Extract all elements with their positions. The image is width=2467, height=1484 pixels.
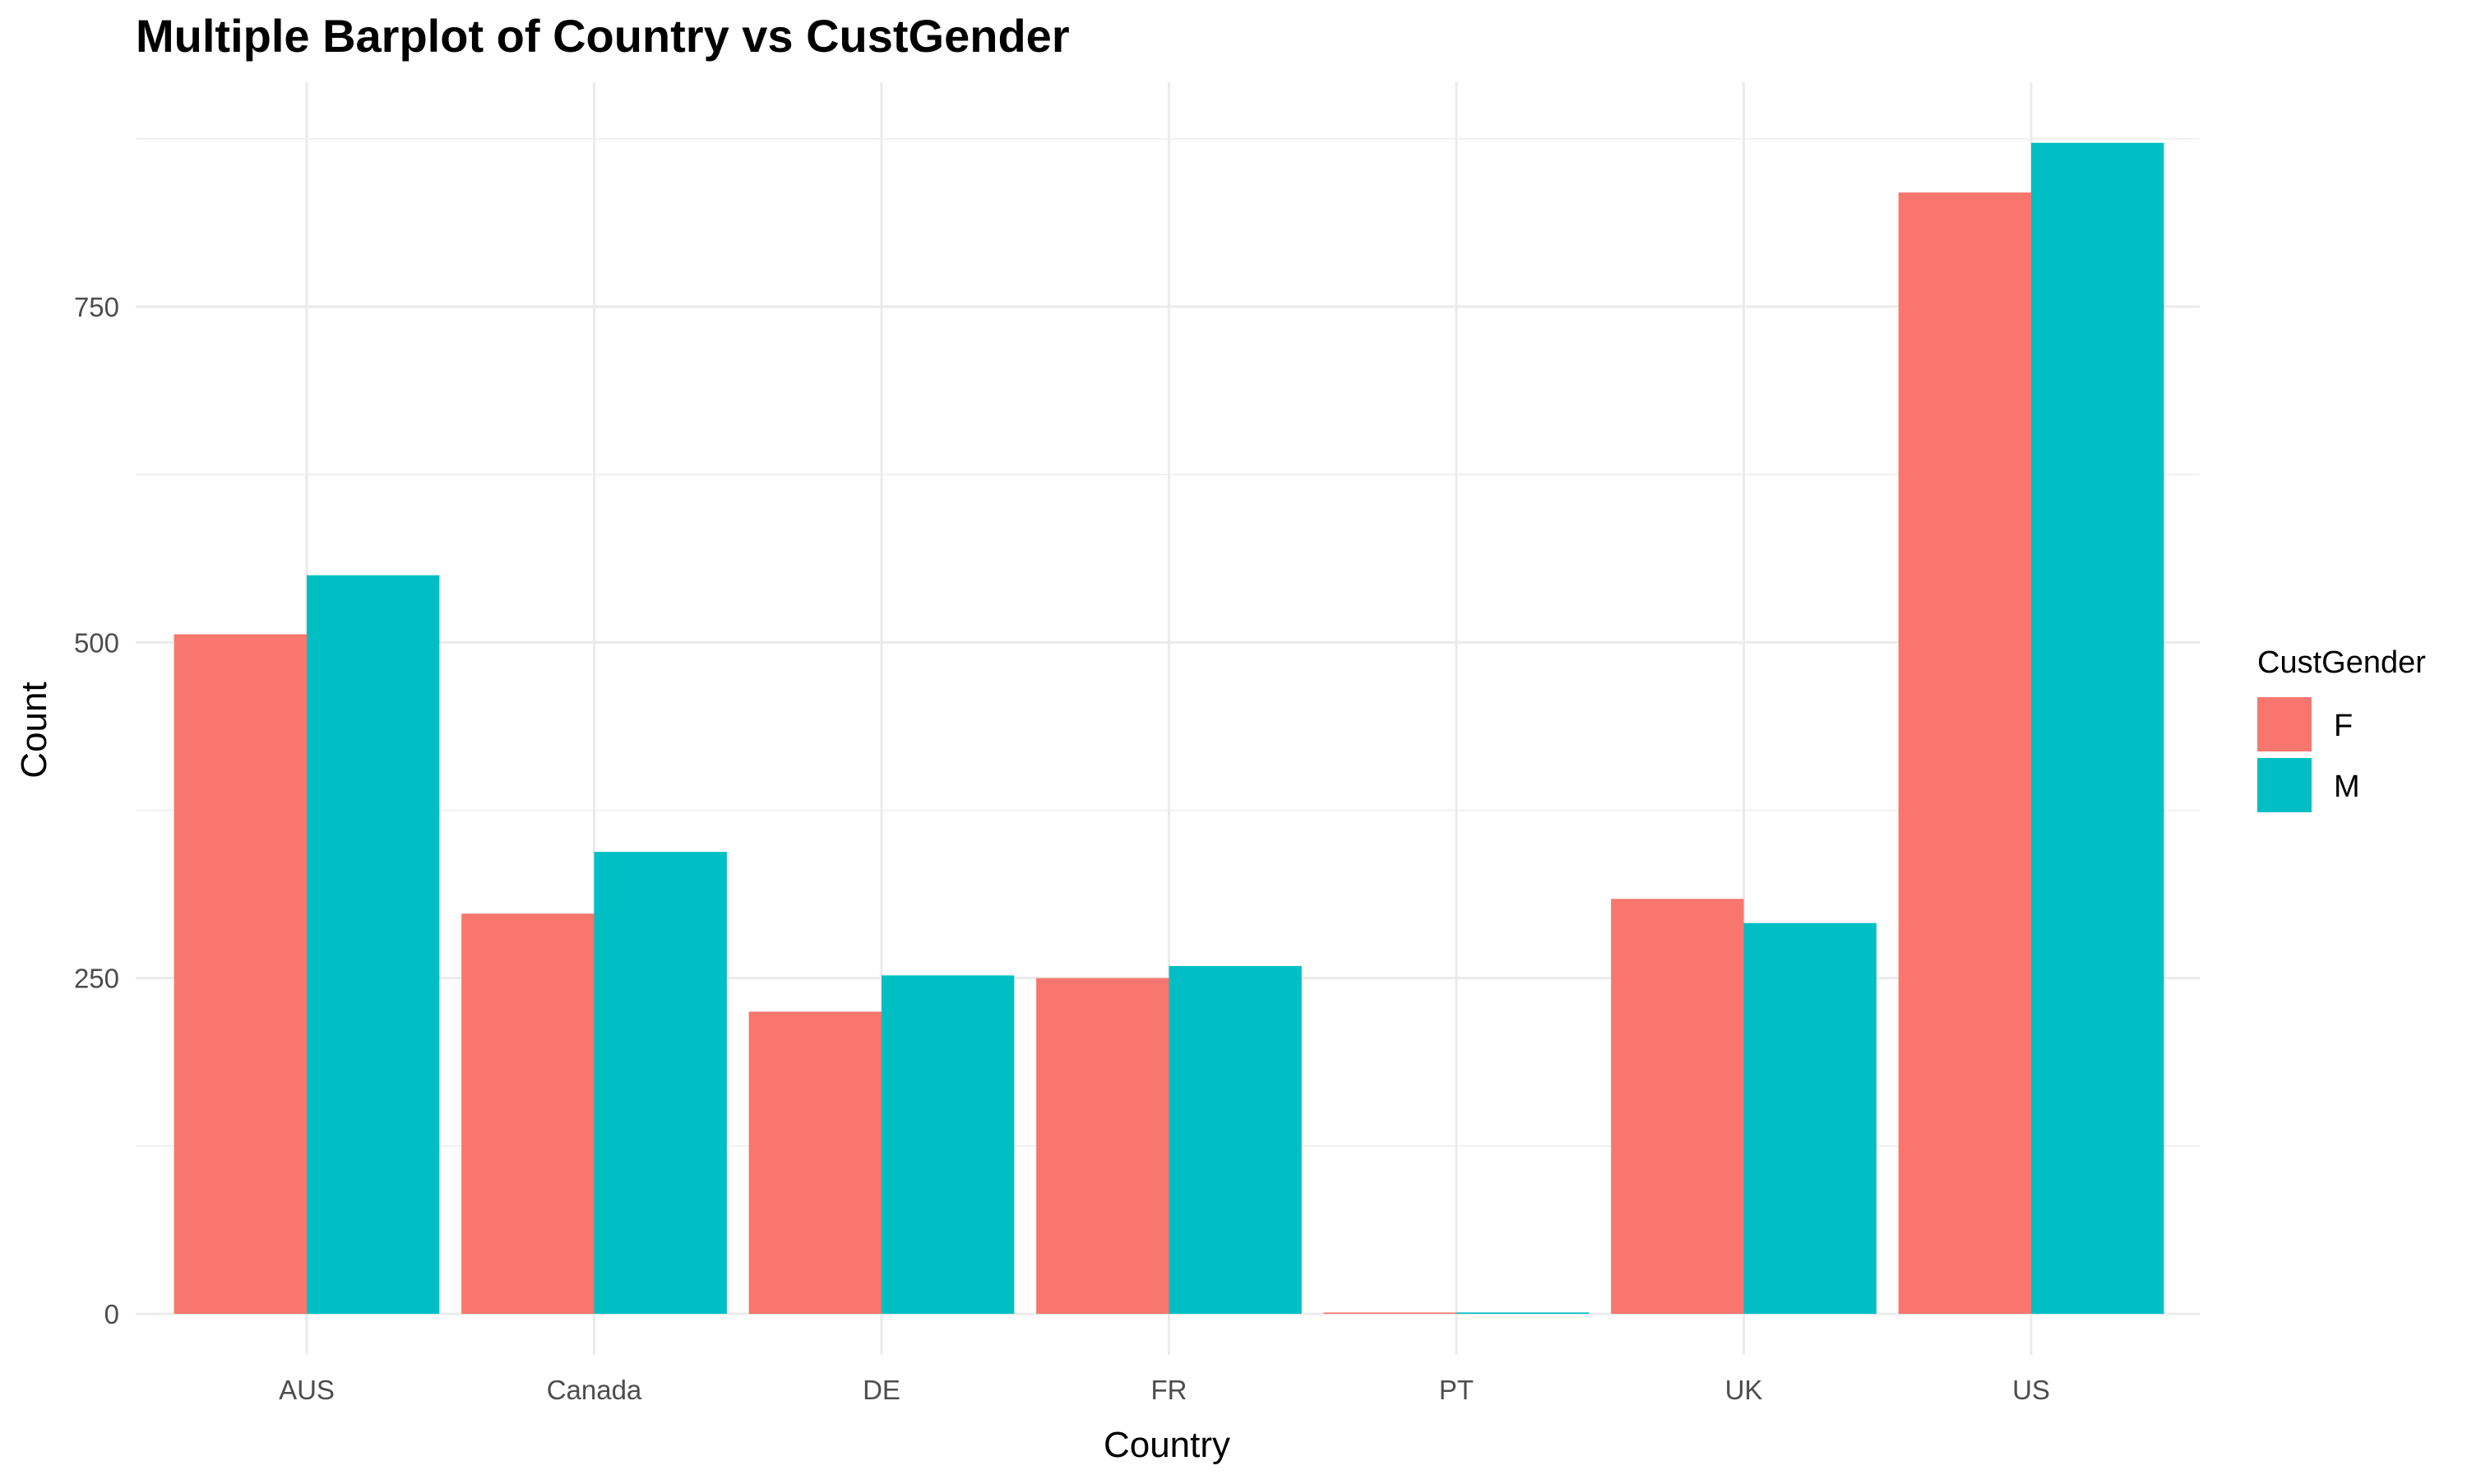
x-axis-title: Country bbox=[1104, 1425, 1230, 1465]
bar-f-aus bbox=[174, 634, 307, 1314]
y-tick-label: 0 bbox=[104, 1299, 119, 1329]
x-tick-label: UK bbox=[1725, 1375, 1763, 1405]
x-tick-label: PT bbox=[1439, 1375, 1474, 1405]
x-tick-label: DE bbox=[863, 1375, 900, 1405]
x-tick-label: FR bbox=[1151, 1375, 1187, 1405]
bars bbox=[174, 142, 2164, 1315]
bar-f-fr bbox=[1036, 978, 1169, 1314]
bar-m-uk bbox=[1743, 922, 1877, 1314]
bar-m-pt bbox=[1456, 1312, 1590, 1314]
legend-title: CustGender bbox=[2257, 645, 2426, 680]
bar-m-de bbox=[882, 975, 1015, 1314]
legend-swatch-f bbox=[2257, 697, 2312, 751]
bar-m-aus bbox=[307, 575, 440, 1314]
bar-f-pt bbox=[1323, 1312, 1456, 1314]
y-tick-label: 500 bbox=[74, 627, 119, 658]
x-tick-label: AUS bbox=[279, 1375, 335, 1405]
y-axis-ticks: 0 250 500 750 bbox=[74, 292, 119, 1329]
bar-f-canada bbox=[461, 913, 595, 1314]
y-axis-title: Count bbox=[14, 682, 54, 778]
bar-f-uk bbox=[1611, 899, 1744, 1314]
bar-m-canada bbox=[594, 852, 727, 1314]
bar-f-us bbox=[1898, 192, 2031, 1315]
bar-f-de bbox=[748, 1011, 882, 1314]
x-tick-label: Canada bbox=[547, 1375, 642, 1405]
bar-m-us bbox=[2031, 142, 2164, 1314]
legend: CustGender FM bbox=[2257, 645, 2426, 812]
x-axis-ticks: AUS Canada DE FR PT UK US bbox=[279, 1375, 2050, 1405]
legend-label-f: F bbox=[2334, 709, 2353, 743]
legend-items: FM bbox=[2257, 697, 2360, 812]
y-tick-label: 250 bbox=[74, 964, 119, 994]
y-tick-label: 750 bbox=[74, 292, 119, 322]
legend-swatch-m bbox=[2257, 758, 2312, 812]
legend-label-m: M bbox=[2334, 770, 2360, 804]
bar-m-fr bbox=[1169, 965, 1302, 1314]
x-tick-label: US bbox=[2012, 1375, 2050, 1405]
chart-title: Multiple Barplot of Country vs CustGende… bbox=[136, 10, 1070, 62]
